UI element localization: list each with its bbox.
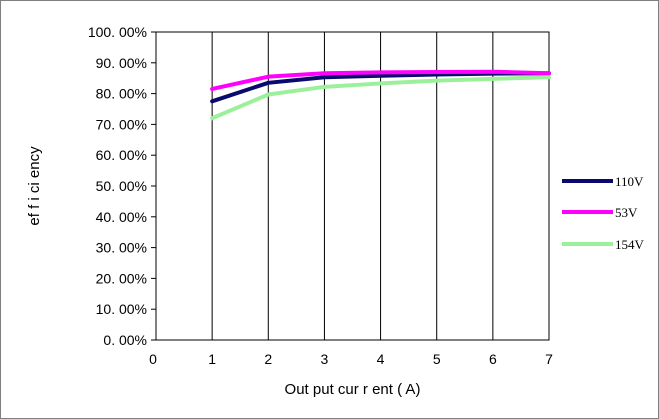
y-tick-label: 70. 00% bbox=[96, 116, 147, 132]
y-tick-label: 20. 00% bbox=[96, 270, 147, 286]
legend-label: 53V bbox=[615, 205, 638, 220]
x-tick-label: 5 bbox=[433, 351, 441, 367]
y-tick-label: 30. 00% bbox=[96, 240, 147, 256]
y-tick-label: 100. 00% bbox=[88, 24, 147, 40]
x-tick-label: 0 bbox=[149, 351, 157, 367]
y-tick-label: 80. 00% bbox=[96, 86, 147, 102]
series-lines bbox=[210, 69, 551, 121]
x-axis-title: Out put cur r ent ( A) bbox=[285, 381, 421, 398]
legend-label: 110V bbox=[615, 174, 644, 189]
series-line-53V bbox=[210, 69, 551, 91]
x-tick-label: 3 bbox=[321, 351, 329, 367]
y-tick-labels: 0. 00% 10. 00% 20. 00% 30. 00% 40. 00% 50. 00… bbox=[88, 24, 156, 348]
legend: 110V 53V 154V bbox=[562, 174, 645, 252]
y-axis-title: ef f i ci ency bbox=[26, 146, 43, 226]
x-tick-label: 7 bbox=[545, 351, 553, 367]
x-tick-label: 4 bbox=[377, 351, 385, 367]
y-tick-label: 90. 00% bbox=[96, 55, 147, 71]
x-tick-label: 1 bbox=[208, 351, 216, 367]
y-tick-label: 60. 00% bbox=[96, 147, 147, 163]
y-tick-label: 50. 00% bbox=[96, 178, 147, 194]
x-tick-labels: 0 1 2 3 4 5 6 7 bbox=[149, 351, 553, 367]
y-tick-label: 0. 00% bbox=[103, 332, 147, 348]
legend-label: 154V bbox=[615, 237, 645, 252]
series-line-154V bbox=[210, 75, 551, 121]
x-tick-label: 2 bbox=[264, 351, 272, 367]
y-tick-label: 40. 00% bbox=[96, 209, 147, 225]
y-tick-label: 10. 00% bbox=[96, 301, 147, 317]
x-tick-label: 6 bbox=[489, 351, 497, 367]
